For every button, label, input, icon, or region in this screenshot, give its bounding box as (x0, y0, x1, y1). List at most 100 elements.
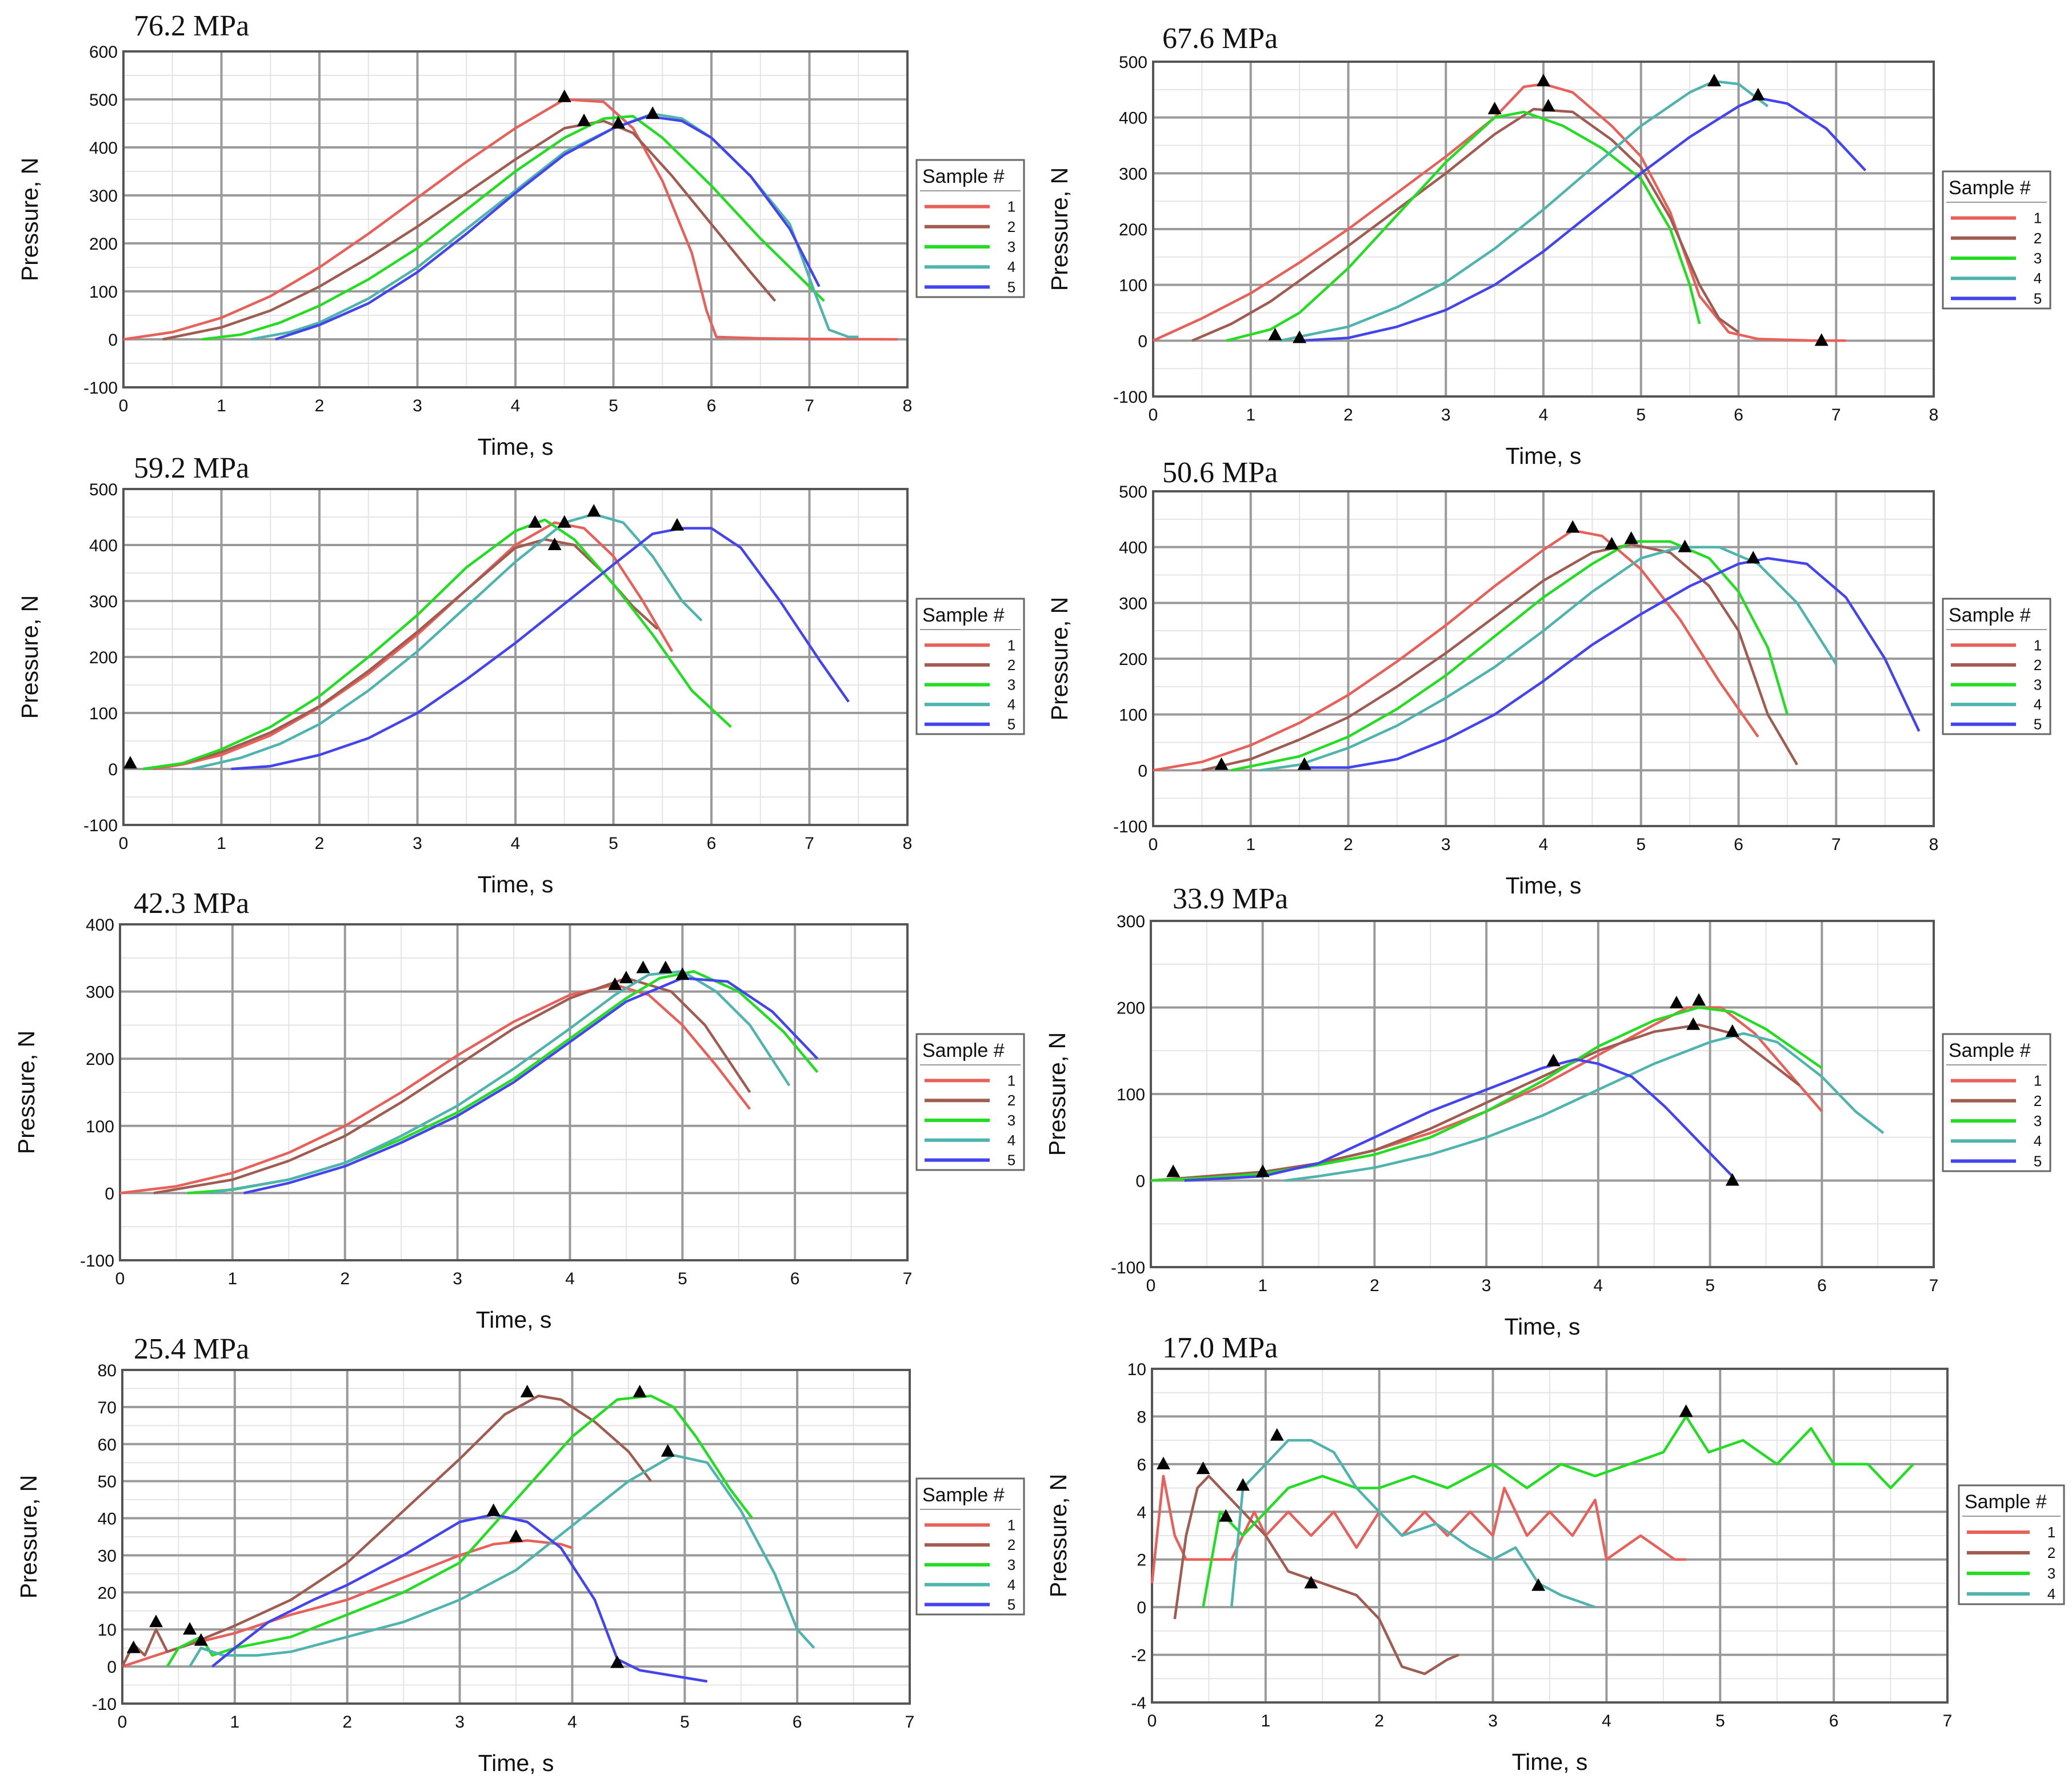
y-tick-label: 100 (89, 704, 118, 723)
y-tick-label: 0 (1138, 332, 1147, 351)
x-tick-label: 5 (678, 1269, 687, 1288)
y-tick-label: 200 (1119, 221, 1147, 239)
legend-label-4: 4 (1007, 258, 1015, 275)
x-tick-label: 8 (903, 396, 913, 415)
y-tick-label: 200 (1119, 650, 1147, 669)
peak-marker (1268, 327, 1282, 340)
x-tick-label: 6 (707, 834, 717, 853)
peak-marker (1531, 1578, 1546, 1591)
legend-title: Sample # (1949, 177, 2031, 199)
peak-marker (1725, 1024, 1739, 1037)
legend-label-3: 3 (2034, 1112, 2042, 1129)
legend-label-3: 3 (2047, 1565, 2055, 1582)
chart-title: 67.6 MPa (1162, 22, 1278, 55)
y-tick-label: 30 (98, 1546, 117, 1565)
peak-marker (608, 977, 622, 990)
x-tick-label: 3 (453, 1269, 462, 1288)
peak-marker (1546, 1053, 1561, 1067)
x-tick-label: 2 (342, 1713, 352, 1732)
chart-panel-8: 0 1 2 3 4 5 6 7 -4 -2 0 2 4 6 8 10 17.0 MPa Time, s Pressu… (1045, 1332, 2065, 1775)
legend: Sample #1 2 3 4 5 (915, 159, 1025, 298)
chart-title: 76.2 MPa (134, 10, 249, 42)
x-tick-label: 7 (1943, 1712, 1953, 1730)
x-tick-label: 5 (1636, 406, 1646, 424)
peak-marker (610, 1655, 625, 1668)
y-axis-label: Pressure, N (1046, 597, 1073, 720)
legend-label-1: 1 (2034, 210, 2042, 227)
x-tick-label: 8 (903, 834, 913, 853)
peak-marker (1255, 1164, 1270, 1177)
legend-label-4: 4 (2034, 1132, 2042, 1149)
x-tick-label: 7 (1831, 835, 1841, 854)
chart-title: 50.6 MPa (1162, 456, 1278, 489)
x-tick-label: 3 (413, 834, 422, 853)
peak-marker (633, 1384, 647, 1397)
series-line-2 (1201, 543, 1798, 772)
peak-marker (149, 1614, 163, 1628)
peak-marker (1669, 995, 1683, 1008)
legend-box (915, 159, 1025, 298)
x-axis-label: Time, s (478, 871, 554, 897)
series-line-5 (231, 527, 850, 771)
y-tick-label: -4 (1131, 1694, 1146, 1713)
plot-frame (122, 50, 909, 388)
y-tick-label: 300 (86, 983, 114, 1002)
x-tick-label: 1 (230, 1713, 240, 1732)
legend-label-5: 5 (2034, 716, 2042, 733)
y-tick-label: 40 (98, 1510, 117, 1529)
plot-frame (122, 488, 909, 826)
series-line-3 (201, 115, 825, 341)
plot-frame (119, 923, 909, 1261)
legend-label-3: 3 (1007, 1556, 1015, 1573)
chart-title: 33.9 MPa (1173, 883, 1288, 915)
x-tick-label: 0 (1149, 406, 1158, 424)
legend-title: Sample # (922, 604, 1005, 626)
x-tick-label: 6 (1734, 835, 1743, 854)
peak-marker (1678, 539, 1692, 552)
x-tick-label: 0 (115, 1269, 125, 1288)
chart-title: 25.4 MPa (134, 1333, 249, 1365)
x-tick-label: 8 (1929, 406, 1939, 424)
peak-marker (183, 1622, 197, 1635)
series-line-5 (1299, 556, 1921, 769)
y-tick-label: 100 (86, 1117, 114, 1136)
x-tick-label: 5 (609, 834, 618, 853)
legend-label-2: 2 (2034, 656, 2042, 674)
legend-label-2: 2 (2034, 230, 2042, 247)
x-tick-label: 5 (1715, 1712, 1725, 1730)
x-tick-label: 7 (905, 1713, 915, 1732)
legend-label-3: 3 (2034, 676, 2042, 694)
y-tick-label: 300 (89, 187, 118, 206)
x-axis-label: Time, s (476, 1307, 552, 1333)
y-tick-label: 500 (1119, 483, 1147, 502)
peak-marker (1537, 74, 1550, 87)
x-tick-label: 4 (1594, 1276, 1603, 1295)
y-tick-label: 300 (1119, 594, 1147, 613)
x-tick-label: 3 (1441, 835, 1451, 854)
legend-label-3: 3 (1007, 676, 1015, 694)
y-tick-label: 400 (89, 139, 118, 158)
legend-label-5: 5 (2034, 1152, 2042, 1169)
y-axis-label: Pressure, N (17, 158, 43, 281)
x-tick-label: 3 (413, 396, 422, 415)
y-tick-label: -100 (1113, 818, 1147, 836)
series-line-1 (1153, 529, 1759, 772)
x-tick-label: 7 (805, 834, 814, 853)
peak-marker (509, 1529, 523, 1542)
peak-marker (126, 1640, 141, 1653)
y-tick-label: 100 (1117, 1085, 1145, 1104)
plot-frame (1151, 1368, 1949, 1704)
y-tick-label: 0 (1137, 1598, 1146, 1617)
series-line-4 (191, 512, 703, 771)
legend-label-1: 1 (1007, 198, 1015, 215)
legend: Sample #1 2 3 4 5 (915, 1477, 1025, 1616)
x-tick-label: 3 (1482, 1276, 1491, 1295)
x-axis-label: Time, s (478, 1750, 554, 1776)
peak-marker (1304, 1576, 1318, 1589)
series-line-5 (243, 976, 819, 1195)
y-tick-label: 10 (1127, 1360, 1146, 1379)
legend-box (1942, 1033, 2051, 1172)
y-tick-label: 0 (107, 1658, 117, 1677)
